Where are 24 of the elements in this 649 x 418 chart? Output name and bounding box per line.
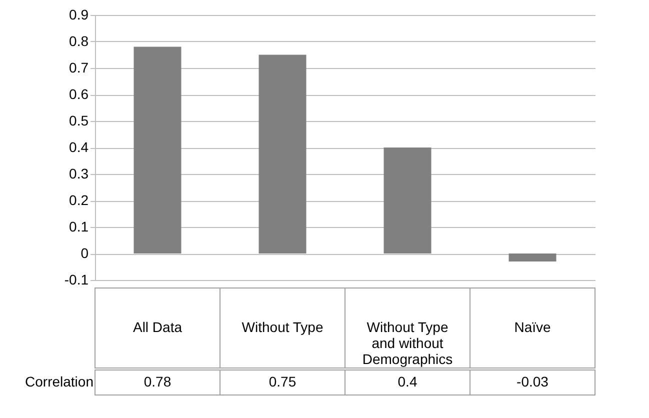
y-tick-label: 0.4 bbox=[69, 139, 89, 155]
y-tick-label: -0.1 bbox=[64, 272, 89, 288]
x-tick-label: Naïve bbox=[514, 319, 551, 335]
y-tick-label: 0.7 bbox=[69, 60, 89, 76]
y-tick-label: 0.6 bbox=[69, 86, 89, 102]
y-tick-label: 0.2 bbox=[69, 192, 89, 208]
x-tick-label: All Data bbox=[132, 319, 182, 335]
text: Correlation bbox=[25, 374, 94, 390]
data-label: 0.4 bbox=[398, 374, 418, 390]
y-tick-label: 0 bbox=[80, 245, 89, 261]
data-label: -0.03 bbox=[516, 374, 549, 390]
bar bbox=[134, 46, 182, 254]
data-label: 0.75 bbox=[268, 374, 296, 390]
bar bbox=[508, 254, 556, 262]
data-label: 0.78 bbox=[144, 374, 172, 390]
x-tick-label: Without Type and without Demographics bbox=[362, 319, 453, 367]
y-tick-label: 0.8 bbox=[69, 33, 89, 49]
y-tick-label: 0.5 bbox=[69, 112, 89, 128]
x-tick-label: Without Type bbox=[242, 319, 324, 335]
y-tick-label: 0.1 bbox=[69, 218, 89, 234]
bar bbox=[384, 148, 432, 254]
y-tick-label: 0.3 bbox=[69, 166, 89, 182]
y-tick-label: 0.9 bbox=[69, 6, 89, 22]
bar bbox=[258, 54, 306, 254]
